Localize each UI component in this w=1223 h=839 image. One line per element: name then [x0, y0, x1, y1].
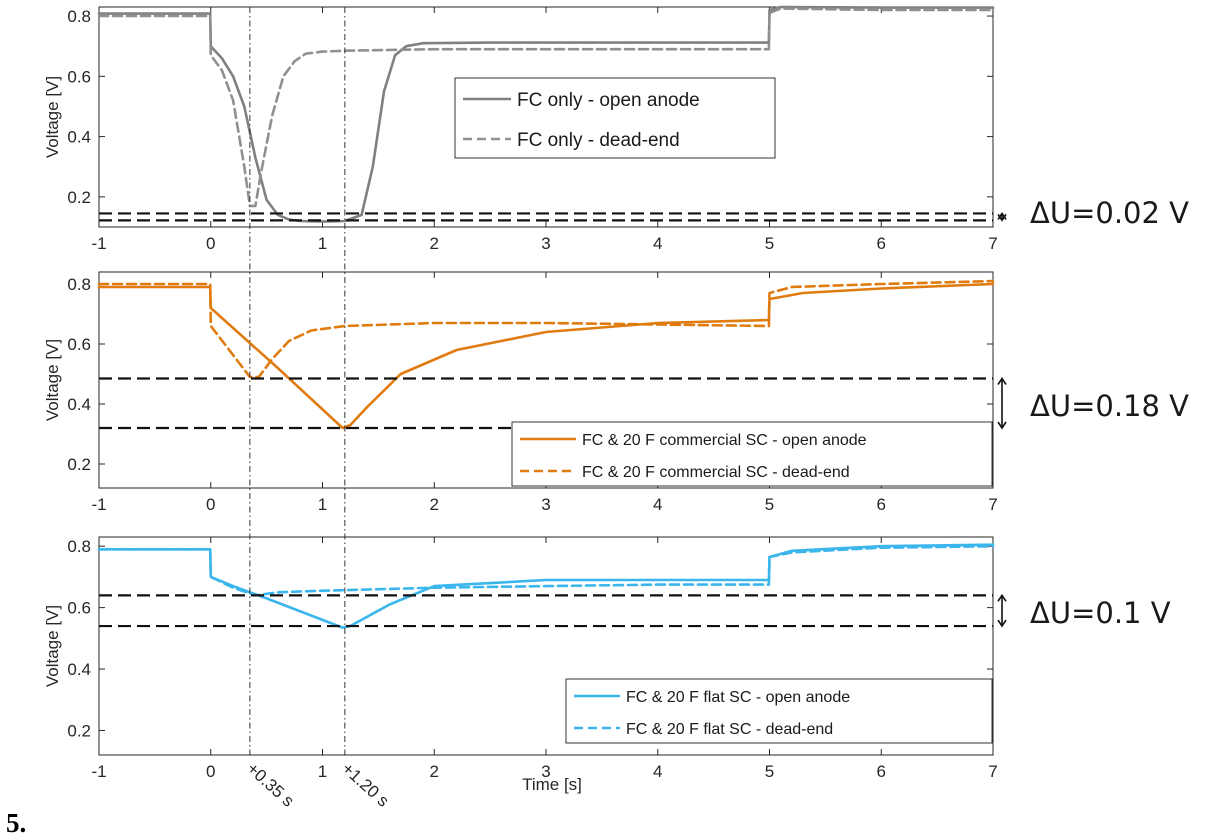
y-tick-label: 0.2 — [67, 721, 91, 740]
delta-arrow-head-up — [997, 377, 1007, 385]
delta-u-label: ΔU=0.18 V — [1030, 389, 1189, 423]
series-line-1 — [97, 5, 995, 223]
x-tick-label: 7 — [988, 495, 997, 514]
y-tick-label: 0.4 — [67, 128, 91, 147]
x-tick-label: 4 — [653, 234, 662, 253]
x-tick-label: 4 — [653, 495, 662, 514]
series-line-2 — [97, 279, 995, 379]
legend-entry-2: FC only - dead-end — [517, 130, 680, 151]
time-marker-label-1: +0.35 s — [243, 759, 298, 811]
y-axis-label: Voltage [V] — [43, 605, 62, 687]
y-tick-label: 0.6 — [67, 599, 91, 618]
legend-box — [454, 77, 776, 159]
panels-layer: -1 0 1 2 3 4 5 6 7 0.2 0.4 0.6 0.8 Voltage [V] ΔU=0.02… — [43, 5, 1189, 781]
delta-arrow-head-up — [997, 593, 1007, 602]
x-tick-label: 1 — [318, 495, 327, 514]
panel-3: -1 0 1 2 3 4 5 6 7 0.2 0.4 0.6 0.8 Voltage [V] ΔU=0.1 … — [43, 536, 1171, 781]
delta-arrow-head-down — [997, 619, 1007, 628]
xaxis-label: Time [s] — [522, 775, 582, 794]
y-tick-label: 0.6 — [67, 67, 91, 86]
x-tick-label: 0 — [206, 495, 215, 514]
x-tick-label: 2 — [430, 495, 439, 514]
time-marker-label-2: +1.20 s — [338, 759, 393, 811]
x-tick-label: 5 — [765, 495, 774, 514]
x-tick-label: 2 — [430, 762, 439, 781]
y-tick-label: 0.4 — [67, 395, 91, 414]
y-tick-label: 0.4 — [67, 660, 91, 679]
delta-u-label: ΔU=0.02 V — [1030, 196, 1189, 230]
panel-2: -1 0 1 2 3 4 5 6 7 0.2 0.4 0.6 0.8 Voltage [V] ΔU=0.18… — [43, 271, 1189, 514]
x-tick-label: 0 — [206, 234, 215, 253]
legend-entry-1: FC & 20 F commercial SC - open anode — [582, 432, 867, 449]
x-tick-label: 7 — [988, 234, 997, 253]
x-tick-label: 6 — [877, 234, 886, 253]
x-tick-label: -1 — [91, 762, 106, 781]
x-tick-label: 5 — [765, 234, 774, 253]
x-tick-label: 3 — [541, 495, 550, 514]
x-tick-label: 1 — [318, 234, 327, 253]
y-tick-label: 0.8 — [67, 275, 91, 294]
series-line-2 — [97, 7, 995, 208]
legend-entry-1: FC & 20 F flat SC - open anode — [626, 689, 850, 706]
x-tick-label: -1 — [91, 234, 106, 253]
y-tick-label: 0.8 — [67, 537, 91, 556]
delta-u-label: ΔU=0.1 V — [1030, 596, 1171, 630]
x-tick-label: 3 — [541, 762, 550, 781]
time-markers-layer: +0.35 s +1.20 s — [243, 7, 393, 811]
legend: FC only - open anode FC only - dead-end — [454, 77, 776, 159]
x-tick-label: 1 — [318, 762, 327, 781]
x-tick-label: -1 — [91, 495, 106, 514]
y-tick-label: 0.8 — [67, 7, 91, 26]
x-tick-label: 0 — [206, 762, 215, 781]
x-tick-label: 6 — [877, 762, 886, 781]
x-tick-label: 3 — [541, 234, 550, 253]
x-tick-label: 5 — [765, 762, 774, 781]
series-line-1 — [97, 282, 995, 430]
y-axis-label: Voltage [V] — [43, 339, 62, 421]
legend-box — [511, 421, 993, 487]
legend-entry-2: FC & 20 F flat SC - dead-end — [626, 721, 833, 738]
figure-label: 5. — [6, 808, 26, 838]
legend: FC & 20 F commercial SC - open anode FC &… — [511, 421, 993, 487]
legend-entry-2: FC & 20 F commercial SC - dead-end — [582, 464, 850, 481]
legend-box — [565, 678, 993, 744]
delta-arrow-head-down — [997, 213, 1007, 222]
y-axis-label: Voltage [V] — [43, 76, 62, 158]
y-tick-label: 0.6 — [67, 335, 91, 354]
x-tick-label: 2 — [430, 234, 439, 253]
panel-1: -1 0 1 2 3 4 5 6 7 0.2 0.4 0.6 0.8 Voltage [V] ΔU=0.02… — [43, 5, 1189, 253]
delta-arrow-head-down — [997, 421, 1007, 430]
x-tick-label: 7 — [988, 762, 997, 781]
legend: FC & 20 F flat SC - open anode FC & 20 F … — [565, 678, 993, 744]
legend-entry-1: FC only - open anode — [517, 90, 700, 111]
y-tick-label: 0.2 — [67, 455, 91, 474]
y-tick-label: 0.2 — [67, 188, 91, 207]
x-tick-label: 4 — [653, 762, 662, 781]
series-line-2 — [97, 544, 995, 597]
x-tick-label: 6 — [877, 495, 886, 514]
